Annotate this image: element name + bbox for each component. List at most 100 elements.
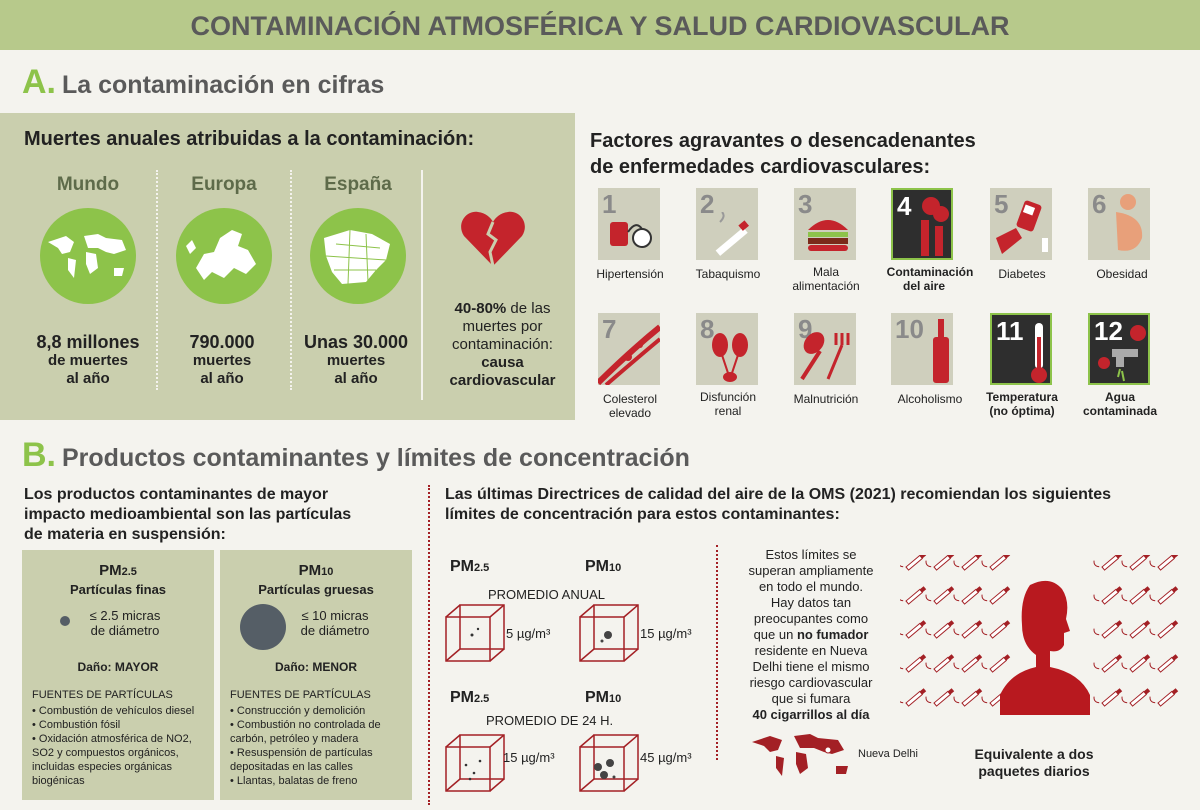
factor-label-2: contaminada bbox=[1082, 404, 1157, 418]
daily-average-label: PROMEDIO DE 24 H. bbox=[486, 713, 614, 728]
fine-particle-icon bbox=[60, 616, 70, 626]
cigarette-icon bbox=[1149, 586, 1179, 605]
cigarette-icon bbox=[1149, 688, 1179, 707]
factor-label-2: del aire bbox=[902, 279, 946, 293]
factor-number: 5 bbox=[994, 189, 1009, 219]
delhi-city-label: Nueva Delhi bbox=[858, 748, 918, 760]
factors-title: Factores agravantes o desencadenantes de… bbox=[590, 128, 976, 180]
pm25-sources-title: FUENTES DE PARTÍCULAS bbox=[32, 689, 173, 701]
factor-tile-disfuncion-renal: 8 bbox=[696, 313, 758, 385]
espana-deaths-line1: muertes bbox=[326, 352, 386, 369]
factor-label: Malnutrición bbox=[793, 392, 859, 406]
cigarette-icon bbox=[981, 552, 1011, 571]
cube-daily-pm10-icon bbox=[579, 734, 639, 792]
region-mundo-name: Mundo bbox=[56, 174, 120, 195]
pm25-size1: ≤ 2.5 micras bbox=[89, 608, 161, 623]
divider bbox=[716, 545, 718, 760]
mundo-deaths-line2: al año bbox=[66, 370, 110, 387]
cigarette-icon bbox=[1093, 586, 1123, 605]
delhi-line: que si fumara bbox=[771, 691, 851, 706]
pm25-pm: PM bbox=[99, 562, 122, 579]
europa-deaths-line1: muertes bbox=[192, 352, 252, 369]
equivalent-line1: Equivalente a dos bbox=[974, 746, 1094, 762]
espana-deaths-value: Unas 30.000 bbox=[303, 332, 409, 352]
daily-pm10-value: 45 µg/m³ bbox=[640, 750, 692, 765]
europa-deaths-value: 790.000 bbox=[189, 332, 255, 352]
region-espana-name: España bbox=[324, 174, 392, 195]
pm-text: PM bbox=[585, 689, 609, 706]
cigarette-icon bbox=[953, 586, 983, 605]
divider bbox=[290, 170, 292, 390]
oms-intro: Las últimas Directrices de calidad del a… bbox=[445, 485, 1111, 525]
cube-daily-pm25-icon bbox=[445, 734, 505, 792]
factor-tile-temperatura: 11 bbox=[990, 313, 1052, 385]
factor-tile-mala-alimentacion: 3 bbox=[794, 188, 856, 260]
non-smoker-text: no fumador bbox=[796, 627, 869, 642]
factor-label: Contaminación bbox=[886, 265, 974, 279]
source-item: • Combustión no controlada de bbox=[230, 719, 381, 731]
factor-label-2: renal bbox=[714, 404, 742, 418]
pm-text: PM bbox=[450, 689, 474, 706]
cardio-rest1: de las bbox=[506, 300, 551, 317]
person-head-icon bbox=[1000, 580, 1090, 715]
region-europa-name: Europa bbox=[191, 174, 257, 195]
cigarette-icon bbox=[953, 620, 983, 639]
factor-number: 3 bbox=[798, 189, 813, 219]
factor-tile-tabaquismo: 2 bbox=[696, 188, 758, 260]
tap-bacteria-icon bbox=[1098, 325, 1146, 382]
products-intro-line2: impacto medioambiental son las partícula… bbox=[24, 506, 352, 523]
pm10-size: ≤ 10 micras de diámetro bbox=[290, 608, 380, 638]
pm10-panel: PM10 Partículas gruesas ≤ 10 micras de d… bbox=[220, 550, 412, 800]
cigarette-icon bbox=[1121, 552, 1151, 571]
europa-deaths-line2: al año bbox=[200, 370, 244, 387]
cigarette-icon bbox=[981, 586, 1011, 605]
divider bbox=[428, 485, 430, 805]
factor-number: 8 bbox=[700, 314, 715, 344]
factor-tile-contaminacion-aire: 4 bbox=[891, 188, 953, 260]
blood-pressure-icon bbox=[610, 222, 652, 248]
obese-person-icon bbox=[1116, 194, 1143, 251]
pm10-size1: ≤ 10 micras bbox=[301, 608, 369, 623]
cigarette-icon bbox=[1121, 586, 1151, 605]
pm25-panel: PM2.5 Partículas finas ≤ 2.5 micras de d… bbox=[22, 550, 214, 800]
pm25-heading: PM2.5 bbox=[22, 562, 214, 579]
pm-sub: 2.5 bbox=[474, 562, 490, 574]
cardio-percentage-text: 40-80% de las muertes por contaminación:… bbox=[430, 300, 575, 390]
cigarette-icon bbox=[925, 688, 955, 707]
cigarettes-grid bbox=[897, 552, 1190, 730]
annual-pm10-value: 15 µg/m³ bbox=[640, 626, 692, 641]
glucometer-icon bbox=[996, 200, 1048, 254]
delhi-line: que un bbox=[753, 627, 797, 642]
source-item: • Construcción y demolición bbox=[230, 705, 366, 717]
cigarettes-icon-grid bbox=[897, 552, 1179, 707]
cigarette-icon bbox=[1149, 552, 1179, 571]
cube-annual-pm25-icon bbox=[445, 604, 505, 662]
factor-label-2: elevado bbox=[608, 406, 652, 420]
source-item: biogénicas bbox=[32, 775, 85, 787]
factor-number: 4 bbox=[897, 191, 912, 221]
delhi-line: preocupantes como bbox=[753, 611, 869, 626]
section-a-heading: A. La contaminación en cifras bbox=[22, 63, 384, 102]
oms-intro-line2: límites de concentración para estos cont… bbox=[445, 506, 840, 523]
pm10-damage: Daño: MENOR bbox=[275, 660, 357, 674]
pm10-sources-list: • Construcción y demolición • Combustión… bbox=[230, 704, 410, 788]
cigarette-icon bbox=[1093, 620, 1123, 639]
pm10-size2: de diámetro bbox=[300, 623, 370, 638]
equivalent-text: Equivalente a dos paquetes diarios bbox=[944, 746, 1124, 780]
pm-text: PM bbox=[450, 558, 474, 575]
deaths-title: Muertes anuales atribuidas a la contamin… bbox=[24, 128, 475, 150]
products-intro: Los productos contaminantes de mayor imp… bbox=[24, 485, 351, 545]
source-item: depositadas en las calles bbox=[230, 761, 353, 773]
world-map-delhi-icon bbox=[752, 734, 848, 776]
factor-label-2: (no óptima) bbox=[989, 404, 1055, 418]
world-map-icon bbox=[40, 208, 136, 304]
delhi-line: Hay datos tan bbox=[770, 595, 852, 610]
daily-pm25-value: 15 µg/m³ bbox=[503, 750, 555, 765]
oms-intro-line1: Las últimas Directrices de calidad del a… bbox=[445, 486, 1112, 503]
source-item: • Llantas, balatas de freno bbox=[230, 775, 358, 787]
espana-deaths-line2: al año bbox=[334, 370, 378, 387]
pm25-size2: de diámetro bbox=[90, 623, 160, 638]
daily-pm10-label: PM10 bbox=[585, 689, 621, 707]
pm-text: PM bbox=[585, 558, 609, 575]
cigarette-icon bbox=[715, 212, 749, 256]
